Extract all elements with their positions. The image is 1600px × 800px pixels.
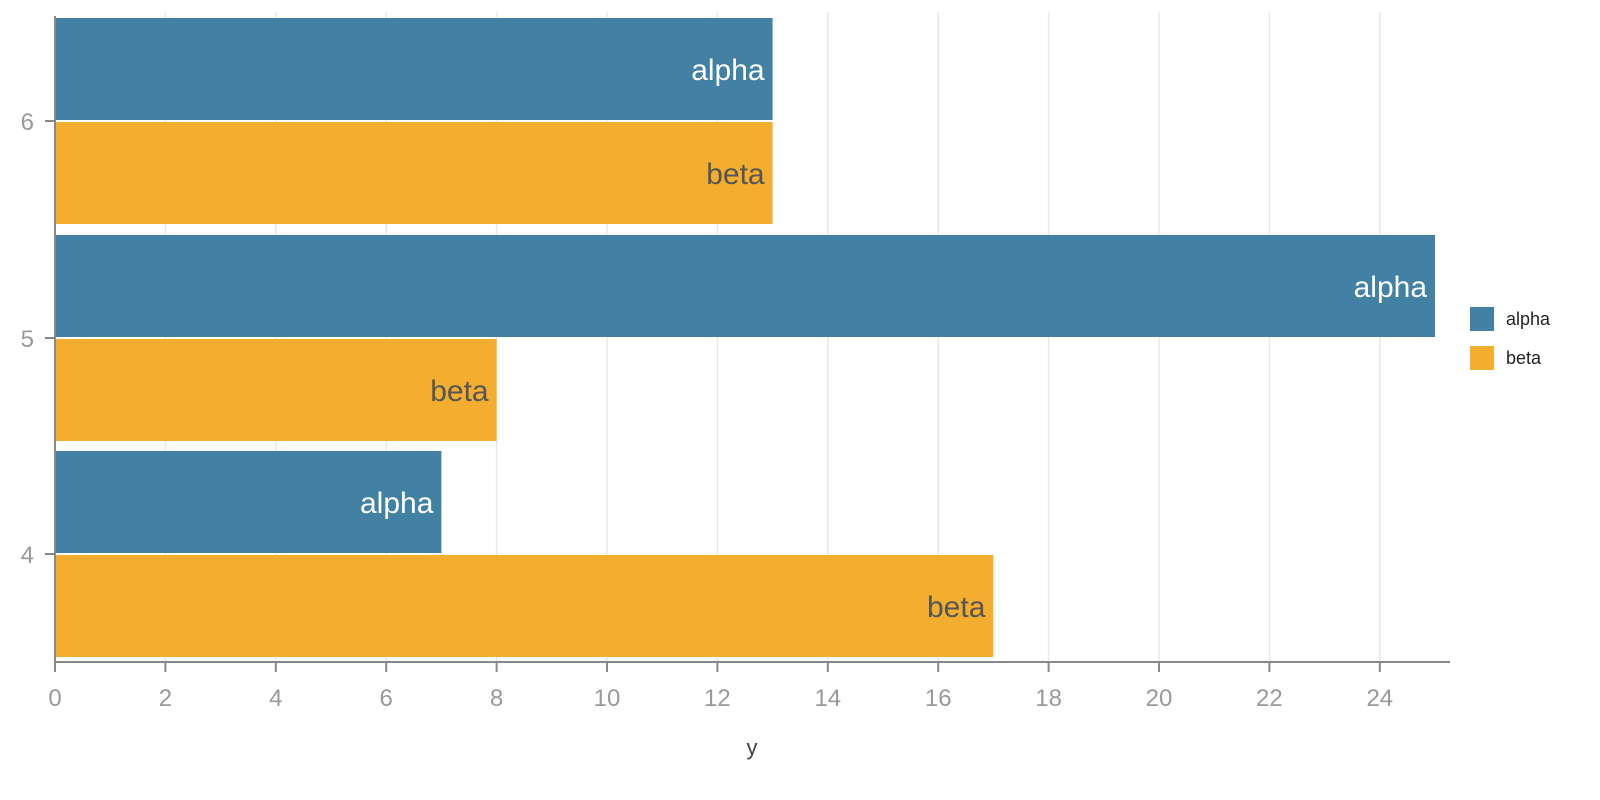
x-ticks: 0 2 4 6 8 10 12 14 16 18 20 22 24 [48, 662, 1393, 712]
bar-label-alpha-5: alpha [1354, 271, 1428, 304]
y-ticks: 6 5 4 [21, 109, 55, 569]
y-tick-label: 5 [21, 326, 34, 353]
legend-swatch-alpha [1470, 307, 1494, 331]
x-tick-label: 6 [380, 685, 393, 712]
bars: alpha beta alpha beta alpha beta [55, 18, 1435, 657]
legend-swatch-beta [1470, 346, 1494, 370]
bar-label-beta-6: beta [706, 158, 765, 191]
y-tick-label: 6 [21, 109, 34, 136]
x-tick-label: 10 [594, 685, 621, 712]
bar-beta-5 [55, 339, 497, 441]
x-tick-label: 22 [1256, 685, 1283, 712]
x-tick-label: 8 [490, 685, 503, 712]
bar-label-alpha-4: alpha [360, 487, 434, 520]
x-tick-label: 24 [1366, 685, 1393, 712]
bar-alpha-6 [55, 18, 773, 120]
x-tick-label: 4 [269, 685, 282, 712]
bar-label-alpha-6: alpha [691, 54, 765, 87]
bar-label-beta-4: beta [927, 591, 986, 624]
y-tick-label: 4 [21, 542, 34, 569]
x-axis-title: y [747, 735, 758, 760]
x-tick-label: 0 [48, 685, 61, 712]
x-tick-label: 14 [814, 685, 841, 712]
x-tick-label: 20 [1146, 685, 1173, 712]
bar-beta-6 [55, 122, 773, 224]
bar-label-beta-5: beta [430, 375, 489, 408]
legend-label-beta: beta [1506, 348, 1542, 368]
bar-alpha-4 [55, 451, 442, 553]
bar-beta-4 [55, 555, 994, 657]
x-tick-label: 16 [925, 685, 952, 712]
bar-alpha-5 [55, 235, 1435, 337]
x-tick-label: 12 [704, 685, 731, 712]
x-tick-label: 18 [1035, 685, 1062, 712]
x-tick-label: 2 [159, 685, 172, 712]
legend: alpha beta [1470, 307, 1551, 370]
legend-label-alpha: alpha [1506, 309, 1551, 329]
